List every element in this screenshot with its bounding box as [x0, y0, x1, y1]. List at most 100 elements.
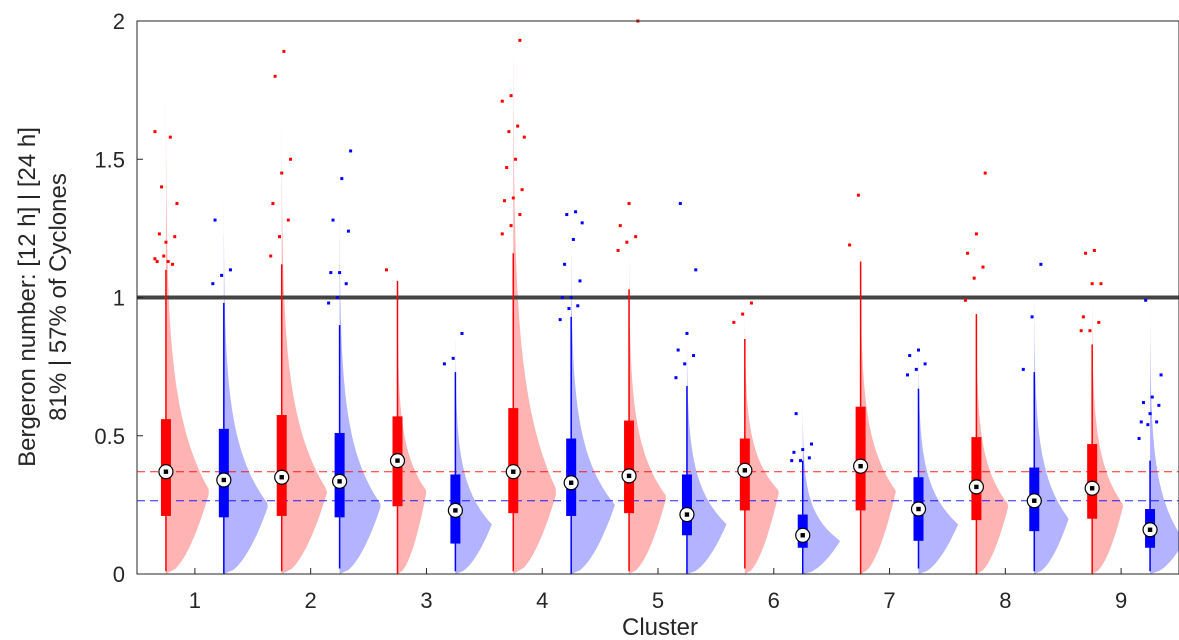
- outlier-12h-cluster-1: [166, 260, 170, 264]
- violin-24h-cluster-7: [918, 338, 958, 574]
- outlier-12h-cluster-2: [269, 254, 273, 258]
- outlier-12h-cluster-5: [627, 201, 631, 205]
- median-dot-12h-cluster-6: [742, 468, 748, 473]
- violin-24h-cluster-9: [1150, 297, 1179, 574]
- outlier-24h-cluster-9: [1137, 437, 1141, 441]
- median-dot-24h-cluster-5: [684, 512, 690, 517]
- outlier-12h-cluster-9: [1079, 329, 1083, 333]
- box-12h-cluster-4: [508, 408, 519, 514]
- x-tick-label: 2: [305, 588, 317, 613]
- violin-24h-cluster-2: [339, 200, 381, 574]
- outlier-24h-cluster-9: [1150, 395, 1154, 399]
- y-tick-label: 1: [113, 286, 125, 311]
- outlier-24h-cluster-2: [349, 149, 353, 153]
- outlier-12h-cluster-2: [278, 235, 282, 239]
- outlier-12h-cluster-4: [518, 38, 522, 42]
- outlier-12h-cluster-4: [500, 99, 504, 103]
- outlier-24h-cluster-2: [340, 177, 344, 181]
- outlier-24h-cluster-1: [211, 282, 215, 286]
- outlier-24h-cluster-3: [460, 331, 464, 335]
- violin-24h-cluster-3: [455, 325, 492, 574]
- violin-12h-cluster-8: [976, 297, 1009, 574]
- outlier-24h-cluster-6: [801, 448, 805, 452]
- outlier-24h-cluster-9: [1159, 373, 1163, 377]
- outlier-24h-cluster-4: [576, 304, 580, 308]
- x-tick-label: 4: [536, 588, 548, 613]
- outlier-12h-cluster-1: [173, 235, 177, 239]
- violin-12h-cluster-5: [629, 236, 666, 575]
- outlier-12h-cluster-4: [505, 166, 509, 170]
- outlier-24h-cluster-4: [563, 262, 567, 266]
- outlier-24h-cluster-9: [1139, 420, 1143, 424]
- x-tick-label: 6: [768, 588, 780, 613]
- outlier-24h-cluster-6: [810, 442, 814, 446]
- outlier-24h-cluster-4: [569, 296, 573, 299]
- outlier-12h-cluster-9: [1099, 282, 1103, 286]
- outlier-24h-cluster-4: [578, 279, 582, 283]
- outlier-24h-cluster-8: [1021, 367, 1025, 371]
- box-24h-cluster-5: [681, 474, 692, 536]
- box-12h-cluster-8: [971, 437, 982, 521]
- median-dot-24h-cluster-1: [221, 477, 227, 483]
- median-dot-24h-cluster-3: [453, 508, 458, 513]
- y-tick-label: 2: [113, 9, 125, 34]
- outlier-12h-cluster-1: [164, 240, 168, 244]
- x-axis-label: Cluster: [622, 614, 698, 640]
- outlier-24h-cluster-4: [574, 210, 578, 214]
- outlier-12h-cluster-1: [175, 201, 179, 205]
- outlier-12h-cluster-9: [1090, 282, 1094, 286]
- violin-12h-cluster-3: [397, 283, 427, 574]
- box-12h-cluster-2: [276, 415, 287, 516]
- outlier-12h-cluster-4: [516, 124, 520, 128]
- median-dot-12h-cluster-4: [511, 469, 516, 474]
- outlier-12h-cluster-4: [522, 135, 526, 139]
- outlier-12h-cluster-7: [848, 243, 852, 247]
- outlier-24h-cluster-6: [794, 412, 798, 416]
- median-dot-24h-cluster-8: [1032, 498, 1037, 503]
- outlier-24h-cluster-7: [923, 362, 927, 366]
- outlier-12h-cluster-5: [616, 248, 620, 252]
- outlier-12h-cluster-5: [625, 240, 629, 244]
- y-axis: 0 0.5 1 1.5 2: [94, 9, 143, 587]
- y-tick-label: 0: [113, 562, 125, 587]
- outlier-12h-cluster-1: [171, 262, 175, 266]
- outlier-12h-cluster-1: [168, 135, 172, 139]
- x-tick-label: 8: [999, 588, 1011, 613]
- outlier-24h-cluster-5: [683, 362, 687, 366]
- outlier-12h-cluster-9: [1097, 320, 1101, 324]
- x-tick-label: 1: [189, 588, 201, 613]
- outlier-12h-cluster-2: [282, 49, 286, 53]
- median-dot-12h-cluster-7: [858, 463, 863, 469]
- median-dot-12h-cluster-1: [163, 469, 169, 474]
- outlier-12h-cluster-7: [856, 193, 860, 197]
- outlier-24h-cluster-2: [335, 296, 339, 299]
- outlier-12h-cluster-9: [1081, 315, 1085, 319]
- outlier-12h-cluster-1: [153, 130, 157, 134]
- violin-12h-cluster-6: [744, 303, 779, 574]
- outlier-12h-cluster-6: [741, 312, 745, 316]
- median-dot-12h-cluster-5: [626, 473, 632, 479]
- outlier-24h-cluster-4: [567, 307, 571, 311]
- outlier-24h-cluster-1: [228, 268, 232, 272]
- median-dot-12h-cluster-8: [974, 484, 979, 490]
- outlier-12h-cluster-4: [502, 199, 506, 203]
- box-12h-cluster-7: [855, 406, 866, 511]
- violin-24h-cluster-8: [1034, 283, 1069, 574]
- outlier-24h-cluster-8: [1030, 315, 1034, 319]
- outlier-12h-cluster-4: [509, 94, 513, 98]
- x-axis: 1 2 3 4 5 6 7 8 9: [189, 568, 1127, 613]
- outlier-12h-cluster-8: [963, 298, 967, 302]
- outlier-12h-cluster-4: [507, 130, 511, 134]
- box-12h-cluster-5: [624, 420, 635, 514]
- outlier-24h-cluster-3: [442, 362, 446, 366]
- outlier-24h-cluster-2: [329, 271, 333, 275]
- median-dot-24h-cluster-2: [337, 479, 342, 484]
- outlier-12h-cluster-5: [634, 235, 638, 239]
- outlier-24h-cluster-7: [917, 348, 920, 352]
- outlier-12h-cluster-5: [618, 224, 622, 228]
- median-dot-24h-cluster-4: [568, 480, 574, 485]
- outlier-24h-cluster-4: [558, 318, 562, 322]
- outlier-12h-cluster-4: [520, 188, 524, 192]
- outlier-24h-cluster-9: [1155, 420, 1159, 424]
